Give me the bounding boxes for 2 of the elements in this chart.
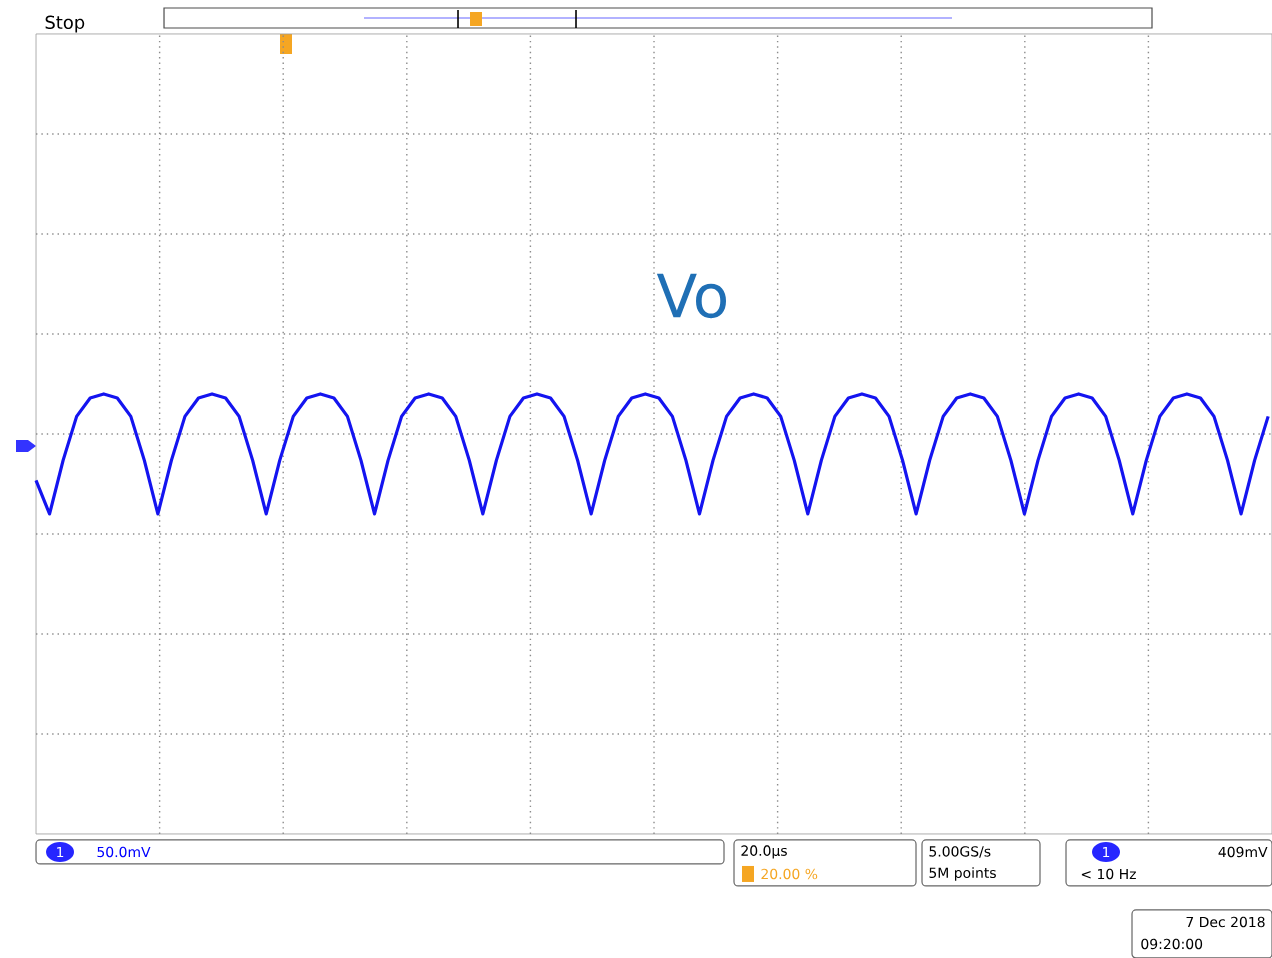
text: Vo [656, 273, 727, 319]
text: Stop [45, 15, 85, 33]
